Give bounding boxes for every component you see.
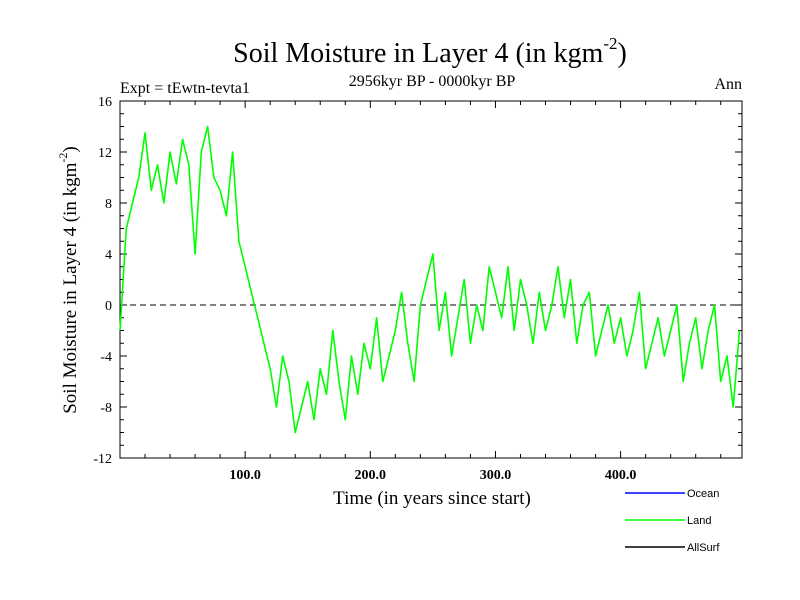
- legend-label-allsurf: AllSurf: [687, 542, 720, 554]
- y-tick-label: -4: [100, 350, 112, 365]
- y-tick-label: 8: [105, 197, 112, 212]
- y-tick-label: -12: [93, 452, 112, 467]
- x-tick-label: 300.0: [480, 468, 512, 483]
- y-tick-label: -8: [100, 401, 112, 416]
- chart-title-superscript: -2: [603, 34, 617, 53]
- legend-label-ocean: Ocean: [687, 488, 719, 500]
- y-tick-label: 0: [105, 299, 112, 314]
- series-line-land: [119, 125, 741, 434]
- x-tick-label: 100.0: [229, 468, 261, 483]
- y-tick-label: 4: [105, 248, 112, 263]
- y-tick-label: 16: [98, 95, 112, 110]
- season-label: Ann: [714, 76, 742, 93]
- y-tick-label: 12: [98, 146, 112, 161]
- expt-label: Expt = tEwtn-tevta1: [120, 80, 250, 97]
- legend: Ocean Land AllSurf: [625, 488, 720, 554]
- chart-subtitle: 2956kyr BP - 0000kyr BP: [349, 73, 516, 90]
- y-axis-label-superscript: -2: [56, 153, 70, 163]
- x-tick-label: 200.0: [355, 468, 387, 483]
- x-axis-label: Time (in years since start): [333, 488, 531, 509]
- legend-label-land: Land: [687, 515, 711, 527]
- x-tick-label: 400.0: [605, 468, 637, 483]
- chart-title: Soil Moisture in Layer 4 (in kgm-2): [233, 34, 627, 69]
- plot-frame: [119, 100, 743, 459]
- y-axis-label: Soil Moisture in Layer 4 (in kgm-2): [56, 146, 81, 414]
